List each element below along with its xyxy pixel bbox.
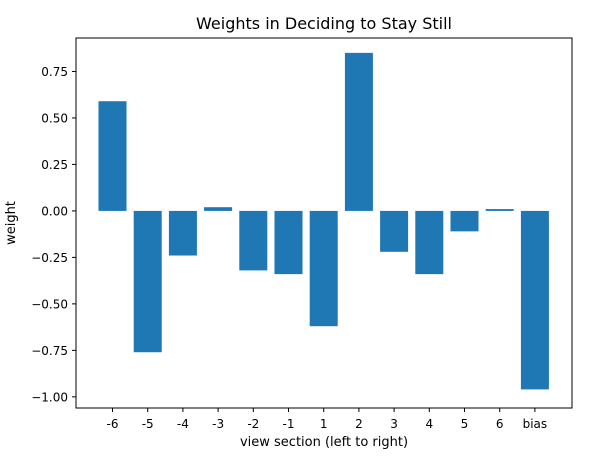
bar--1 [274,210,303,275]
x-tick-label: bias [523,417,548,431]
x-tick-label: -5 [142,417,154,431]
y-tick-label: −1.00 [31,390,68,404]
bar-bias [520,210,549,390]
bar-3 [380,210,409,252]
x-axis-label: view section (left to right) [240,435,408,450]
bar--4 [168,210,197,256]
y-tick-label: 0.50 [41,111,68,125]
x-tick-label: 5 [461,417,469,431]
x-tick-label: -2 [247,417,259,431]
x-tick-label: -3 [212,417,224,431]
y-tick-label: −0.50 [31,297,68,311]
y-axis: 0.75 0.50 0.25 0.00 −0.25 −0.50 −0.75 −1.00 [31,65,76,404]
bar--5 [133,210,162,353]
x-tick-label: 1 [320,417,328,431]
bars-layer [98,52,549,390]
y-tick-label: −0.25 [31,251,68,265]
bar--2 [239,210,268,271]
x-tick-label: 2 [355,417,363,431]
x-tick-label: 4 [425,417,433,431]
bar-5 [450,210,479,232]
bar-4 [415,210,444,275]
bar-1 [309,210,338,327]
x-tick-label: -1 [283,417,295,431]
bar--3 [204,207,233,211]
bar-2 [344,52,373,211]
chart-title: Weights in Deciding to Stay Still [196,14,452,33]
x-tick-label: 6 [496,417,504,431]
x-tick-label: -4 [177,417,189,431]
bar--6 [98,101,127,211]
x-axis: -6 -5 -4 -3 -2 -1 1 2 3 4 5 6 bias [107,408,548,431]
x-tick-label: -6 [107,417,119,431]
y-tick-label: −0.75 [31,344,68,358]
y-tick-label: 0.75 [41,65,68,79]
y-axis-label: weight [4,201,19,245]
y-tick-label: 0.00 [41,204,68,218]
x-tick-label: 3 [390,417,398,431]
bar-6 [485,209,514,211]
y-tick-label: 0.25 [41,158,68,172]
